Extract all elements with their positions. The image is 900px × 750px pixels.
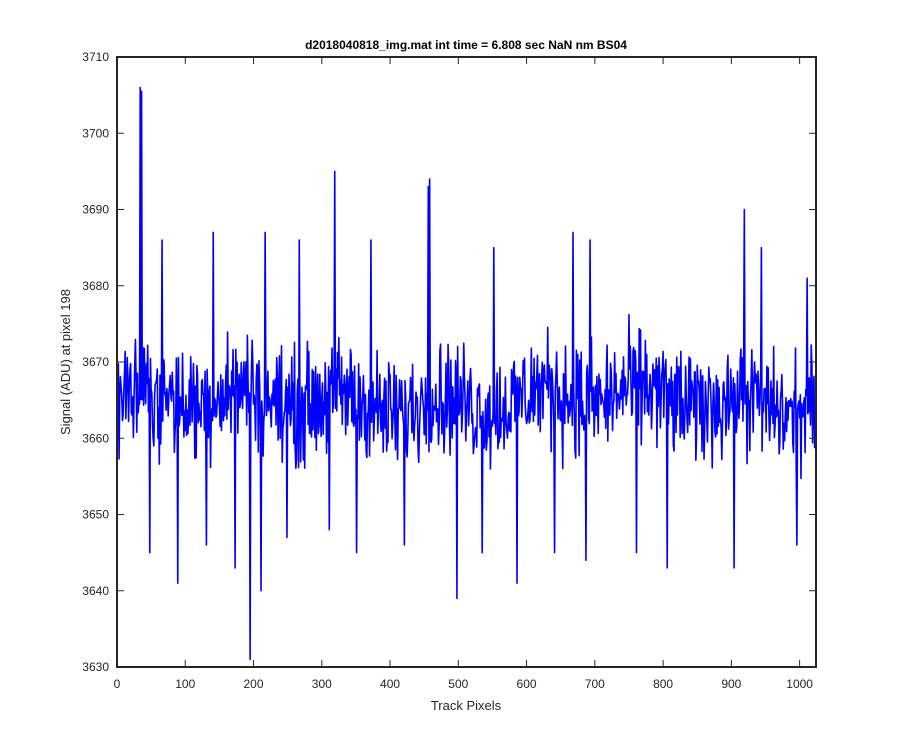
y-tick-label: 3670: [82, 355, 109, 369]
y-axis: 3630 3640 3650 3660 3670 3680 3690 3700 3710: [82, 50, 816, 674]
y-tick-label: 3630: [82, 660, 109, 674]
series-line: [116, 86, 817, 661]
x-tick-label: 500: [448, 677, 468, 691]
x-axis-label: Track Pixels: [431, 698, 502, 713]
x-tick-label: 700: [585, 677, 605, 691]
x-tick-label: 600: [517, 677, 537, 691]
y-tick-label: 3660: [82, 431, 109, 445]
x-tick-label: 800: [653, 677, 673, 691]
y-tick-label: 3700: [82, 126, 109, 140]
y-tick-label: 3640: [82, 584, 109, 598]
x-tick-label: 400: [380, 677, 400, 691]
x-tick-label: 100: [175, 677, 195, 691]
x-tick-label: 200: [244, 677, 264, 691]
plot-area: 0 100 200 300 400 500 600 700 800 900 1000 3630 364…: [82, 50, 817, 691]
y-axis-label: Signal (ADU) at pixel 198: [58, 289, 73, 435]
series-layer: [116, 86, 817, 661]
x-tick-label: 300: [312, 677, 332, 691]
plot-background: [117, 57, 816, 667]
x-tick-label: 0: [114, 677, 121, 691]
y-tick-label: 3710: [82, 50, 109, 64]
y-tick-label: 3680: [82, 279, 109, 293]
x-tick-label: 900: [721, 677, 741, 691]
y-tick-label: 3690: [82, 203, 109, 217]
chart-title: d2018040818_img.mat int time = 6.808 sec…: [305, 38, 627, 52]
x-axis: 0 100 200 300 400 500 600 700 800 900 1000: [114, 57, 813, 691]
y-tick-label: 3650: [82, 508, 109, 522]
x-tick-label: 1000: [786, 677, 813, 691]
